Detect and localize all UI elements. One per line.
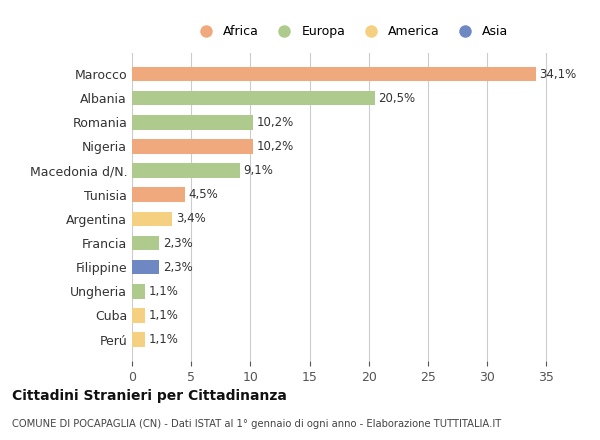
Text: Cittadini Stranieri per Cittadinanza: Cittadini Stranieri per Cittadinanza: [12, 389, 287, 403]
Bar: [132, 260, 159, 275]
Bar: [132, 308, 145, 323]
Bar: [132, 163, 240, 178]
Text: 10,2%: 10,2%: [256, 140, 293, 153]
Text: 4,5%: 4,5%: [189, 188, 218, 201]
Text: 1,1%: 1,1%: [149, 333, 178, 346]
Bar: [132, 332, 145, 347]
Text: 1,1%: 1,1%: [149, 309, 178, 322]
Bar: [132, 139, 253, 154]
Bar: [132, 236, 159, 250]
Bar: [132, 212, 172, 226]
Bar: [132, 187, 185, 202]
Bar: [132, 115, 253, 129]
Text: COMUNE DI POCAPAGLIA (CN) - Dati ISTAT al 1° gennaio di ogni anno - Elaborazione: COMUNE DI POCAPAGLIA (CN) - Dati ISTAT a…: [12, 419, 501, 429]
Legend: Africa, Europa, America, Asia: Africa, Europa, America, Asia: [187, 19, 515, 44]
Text: 34,1%: 34,1%: [539, 68, 577, 81]
Text: 2,3%: 2,3%: [163, 260, 193, 274]
Text: 10,2%: 10,2%: [256, 116, 293, 129]
Text: 3,4%: 3,4%: [176, 213, 206, 225]
Text: 1,1%: 1,1%: [149, 285, 178, 298]
Bar: [132, 284, 145, 298]
Bar: [132, 91, 374, 106]
Bar: [132, 67, 536, 81]
Text: 20,5%: 20,5%: [378, 92, 415, 105]
Text: 2,3%: 2,3%: [163, 237, 193, 249]
Text: 9,1%: 9,1%: [243, 164, 273, 177]
